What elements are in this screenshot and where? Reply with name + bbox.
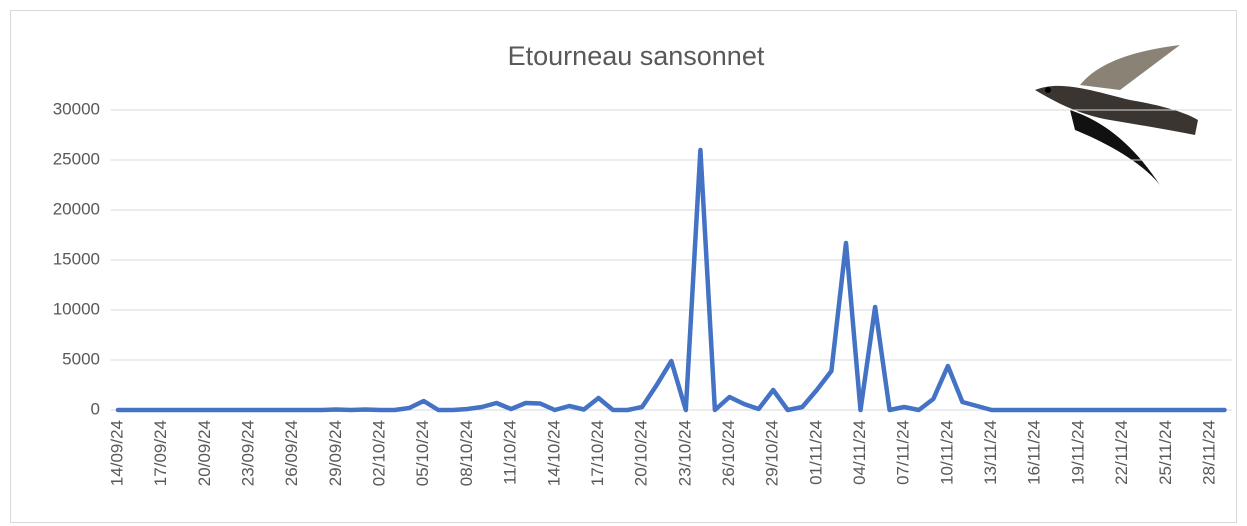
y-tick-label: 0 [91, 399, 100, 418]
x-tick-label: 20/10/24 [632, 420, 651, 486]
y-tick-label: 10000 [53, 299, 100, 318]
x-tick-label: 23/09/24 [239, 420, 258, 486]
x-tick-label: 02/10/24 [370, 420, 389, 486]
x-tick-label: 14/10/24 [544, 420, 563, 486]
x-tick-label: 22/11/24 [1112, 420, 1131, 485]
x-tick-label: 14/09/24 [107, 420, 126, 486]
x-tick-label: 08/10/24 [457, 420, 476, 486]
y-tick-label: 15000 [53, 249, 100, 268]
x-tick-label: 29/09/24 [326, 420, 345, 486]
x-tick-label: 07/11/24 [894, 420, 913, 485]
x-tick-label: 17/10/24 [588, 420, 607, 486]
x-tick-label: 16/11/24 [1025, 420, 1044, 485]
x-tick-label: 05/10/24 [413, 420, 432, 486]
x-tick-label: 23/10/24 [675, 420, 694, 486]
y-tick-label: 20000 [53, 199, 100, 218]
x-tick-label: 13/11/24 [981, 420, 1000, 485]
x-tick-label: 20/09/24 [195, 420, 214, 486]
x-tick-label: 04/11/24 [850, 420, 869, 485]
x-tick-label: 19/11/24 [1068, 420, 1087, 485]
x-tick-label: 10/11/24 [937, 420, 956, 485]
x-tick-label: 29/10/24 [763, 420, 782, 486]
x-tick-label: 17/09/24 [151, 420, 170, 486]
chart-title: Etourneau sansonnet [508, 41, 765, 71]
y-tick-label: 30000 [53, 99, 100, 118]
x-tick-label: 11/10/24 [501, 420, 520, 485]
y-tick-label: 5000 [62, 349, 100, 368]
chart-frame [10, 10, 1237, 523]
data-line [115, 147, 1227, 413]
x-tick-label: 28/11/24 [1199, 420, 1218, 485]
x-tick-label: 25/11/24 [1156, 420, 1175, 485]
x-tick-label: 01/11/24 [806, 420, 825, 485]
y-tick-label: 25000 [53, 149, 100, 168]
x-tick-label: 26/10/24 [719, 420, 738, 486]
x-tick-label: 26/09/24 [282, 420, 301, 486]
